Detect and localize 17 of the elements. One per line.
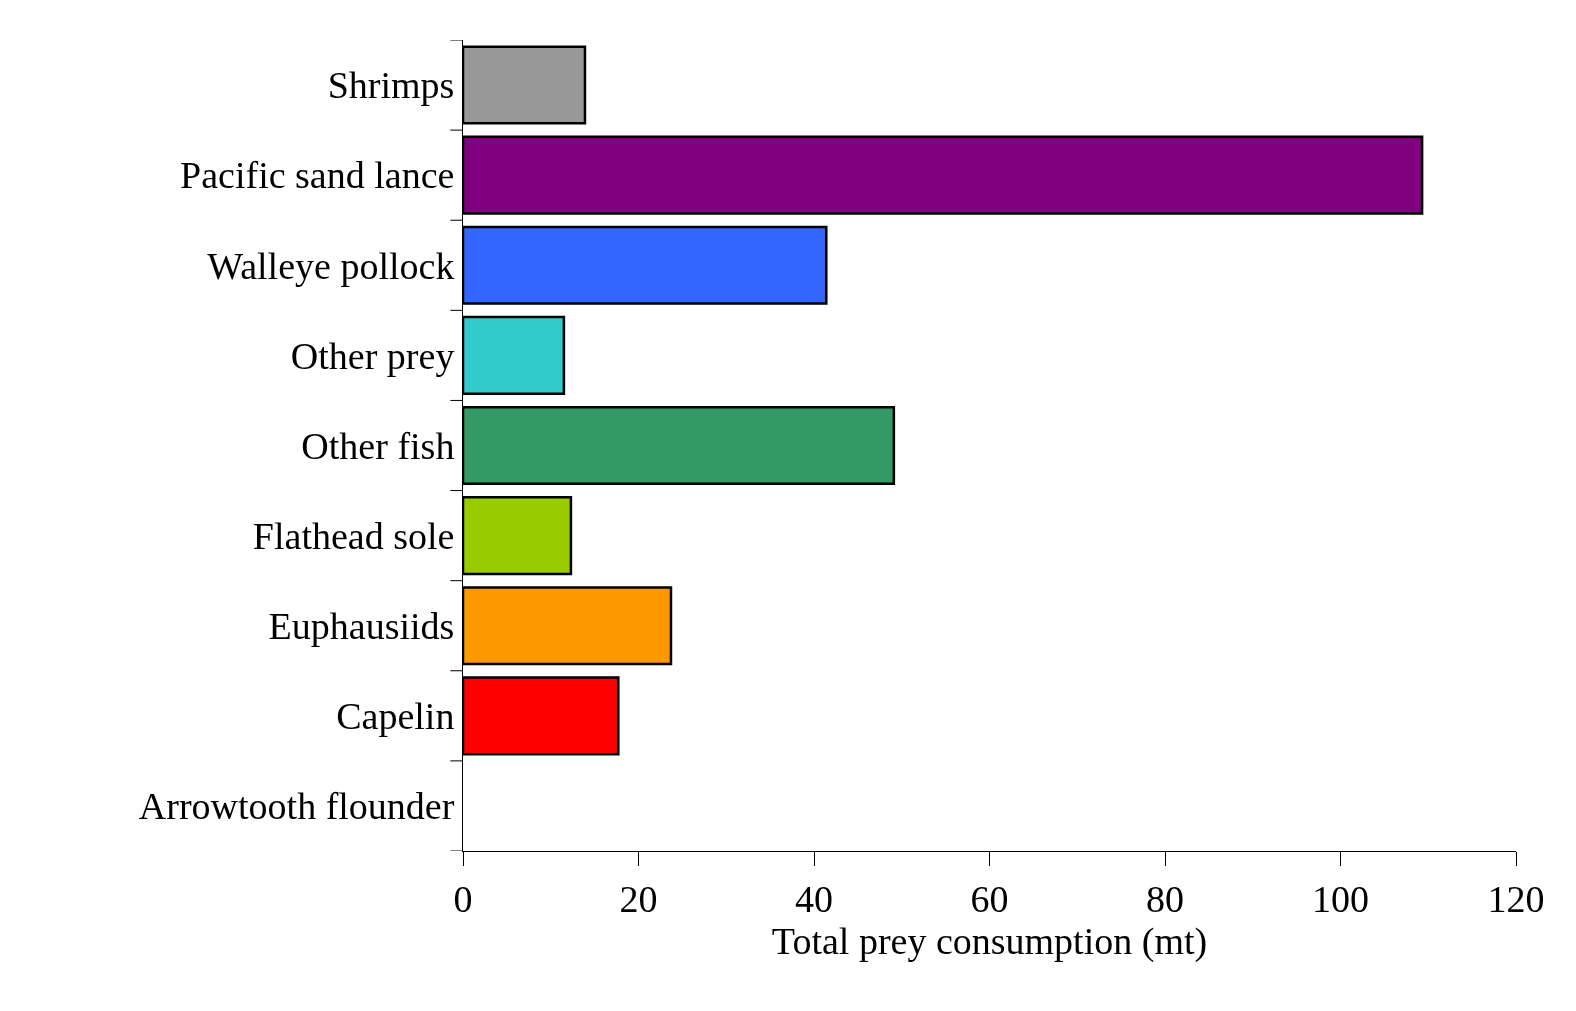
y-tick-label: Euphausiids: [268, 605, 455, 648]
y-tick-label: Flathead sole: [252, 514, 455, 557]
x-tick-label: 60: [970, 877, 1009, 920]
x-tick-label: 80: [1146, 877, 1184, 920]
x-tick-label: 120: [1487, 877, 1545, 920]
y-tick-label: Other prey: [290, 334, 455, 377]
x-tick-label: 0: [453, 877, 473, 920]
y-tick-label: Capelin: [336, 695, 455, 738]
y-tick-label: Other fish: [301, 424, 455, 467]
y-tick-label: Arrowtooth flounder: [138, 785, 455, 828]
x-axis-title: Total prey consumption (mt): [771, 919, 1208, 963]
x-tick-label: 40: [795, 877, 833, 920]
x-tick-label: 20: [619, 877, 658, 920]
y-tick-label: Pacific sand lance: [180, 154, 455, 197]
y-tick-label: Shrimps: [327, 64, 455, 107]
y-tick-label: Walleye pollock: [207, 244, 455, 287]
x-tick-label: 100: [1312, 877, 1369, 920]
